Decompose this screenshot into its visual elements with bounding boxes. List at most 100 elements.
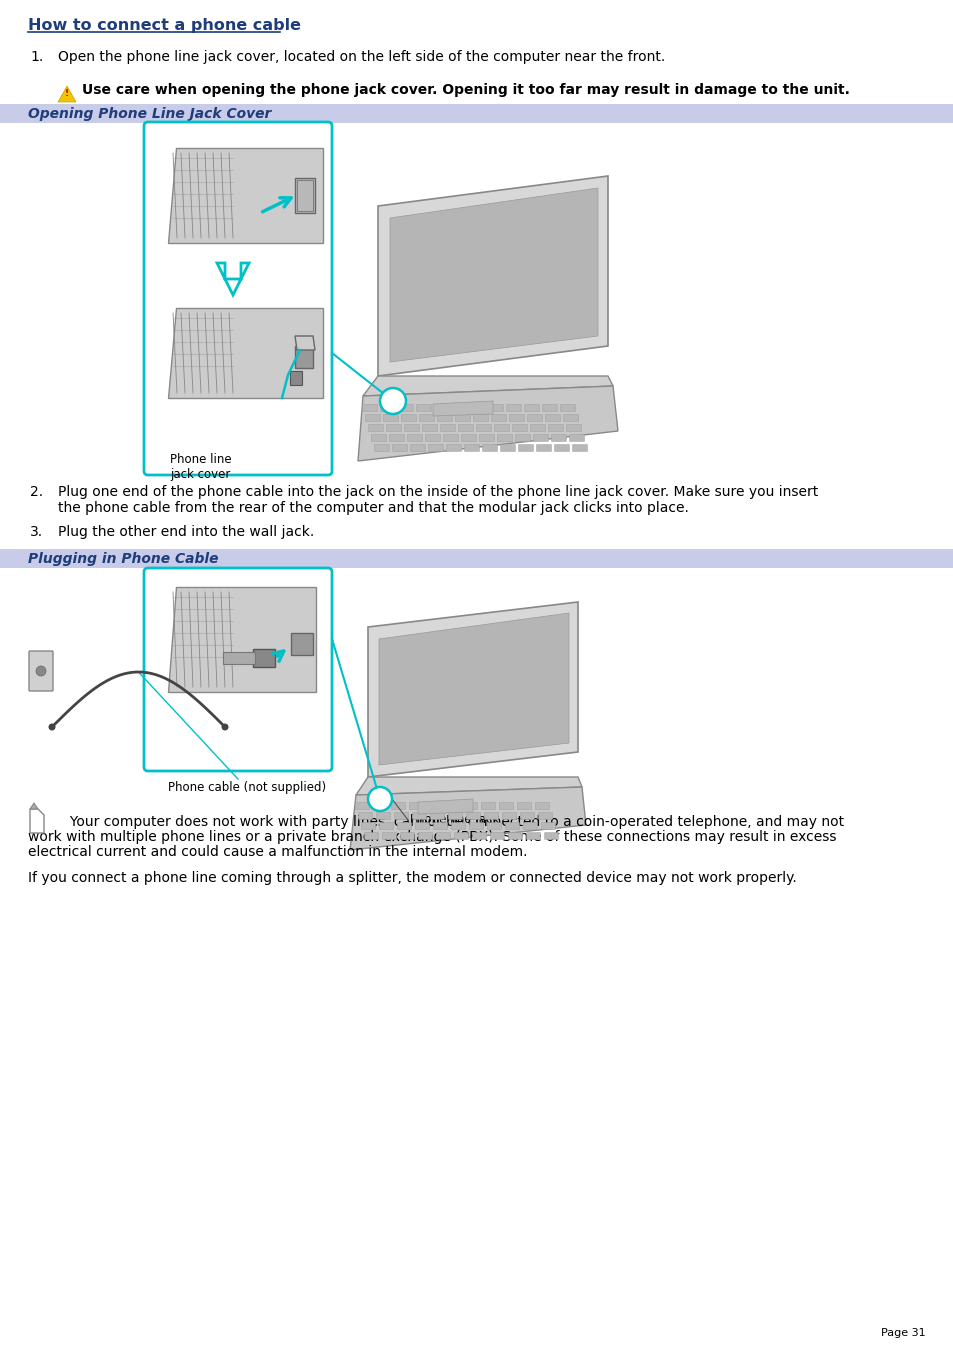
FancyBboxPatch shape — [294, 346, 313, 367]
FancyBboxPatch shape — [545, 415, 560, 422]
FancyBboxPatch shape — [499, 802, 513, 809]
FancyBboxPatch shape — [397, 823, 411, 830]
FancyBboxPatch shape — [544, 832, 558, 839]
FancyBboxPatch shape — [470, 404, 485, 412]
FancyBboxPatch shape — [375, 444, 389, 451]
FancyBboxPatch shape — [479, 435, 494, 442]
FancyBboxPatch shape — [389, 435, 404, 442]
FancyBboxPatch shape — [428, 444, 443, 451]
FancyBboxPatch shape — [0, 104, 953, 123]
FancyBboxPatch shape — [452, 404, 467, 412]
FancyBboxPatch shape — [572, 444, 587, 451]
FancyBboxPatch shape — [379, 823, 393, 830]
FancyBboxPatch shape — [401, 415, 416, 422]
FancyBboxPatch shape — [512, 424, 527, 431]
FancyBboxPatch shape — [416, 823, 429, 830]
Polygon shape — [368, 603, 578, 777]
FancyBboxPatch shape — [505, 823, 519, 830]
FancyBboxPatch shape — [535, 802, 549, 809]
Polygon shape — [294, 336, 314, 350]
Polygon shape — [350, 788, 585, 850]
Text: Opening Phone Line Jack Cover: Opening Phone Line Jack Cover — [28, 107, 271, 122]
Text: electrical current and could cause a malfunction in the internal modem.: electrical current and could cause a mal… — [28, 844, 527, 859]
FancyBboxPatch shape — [517, 802, 531, 809]
FancyBboxPatch shape — [383, 415, 398, 422]
FancyBboxPatch shape — [364, 832, 378, 839]
FancyBboxPatch shape — [466, 812, 480, 820]
FancyBboxPatch shape — [376, 812, 390, 820]
Polygon shape — [355, 777, 581, 794]
FancyBboxPatch shape — [404, 424, 419, 431]
FancyBboxPatch shape — [484, 812, 498, 820]
Text: Page 31: Page 31 — [881, 1328, 925, 1337]
FancyBboxPatch shape — [409, 802, 423, 809]
FancyBboxPatch shape — [490, 832, 504, 839]
FancyBboxPatch shape — [425, 435, 440, 442]
FancyBboxPatch shape — [455, 415, 470, 422]
FancyBboxPatch shape — [419, 415, 434, 422]
Text: !: ! — [65, 89, 69, 99]
Text: Phone line jack: Phone line jack — [410, 813, 498, 827]
FancyBboxPatch shape — [508, 832, 522, 839]
FancyBboxPatch shape — [436, 832, 450, 839]
Text: 3.: 3. — [30, 526, 43, 539]
FancyBboxPatch shape — [380, 404, 395, 412]
FancyBboxPatch shape — [400, 832, 414, 839]
Polygon shape — [433, 401, 493, 416]
FancyBboxPatch shape — [446, 444, 461, 451]
FancyBboxPatch shape — [566, 424, 581, 431]
FancyBboxPatch shape — [392, 444, 407, 451]
FancyBboxPatch shape — [541, 823, 555, 830]
Polygon shape — [357, 386, 618, 461]
FancyBboxPatch shape — [355, 802, 369, 809]
Text: Plug the other end into the wall jack.: Plug the other end into the wall jack. — [58, 526, 314, 539]
FancyBboxPatch shape — [253, 648, 274, 667]
FancyBboxPatch shape — [398, 404, 413, 412]
FancyBboxPatch shape — [291, 634, 313, 655]
Polygon shape — [216, 263, 249, 295]
FancyBboxPatch shape — [542, 404, 557, 412]
FancyBboxPatch shape — [563, 415, 578, 422]
FancyBboxPatch shape — [382, 832, 396, 839]
Text: Phone line
jack cover: Phone line jack cover — [170, 453, 232, 481]
FancyBboxPatch shape — [410, 444, 425, 451]
Text: the phone cable from the rear of the computer and that the modular jack clicks i: the phone cable from the rear of the com… — [58, 501, 688, 515]
FancyBboxPatch shape — [494, 424, 509, 431]
FancyBboxPatch shape — [560, 404, 575, 412]
FancyBboxPatch shape — [433, 823, 447, 830]
FancyBboxPatch shape — [358, 812, 372, 820]
Text: work with multiple phone lines or a private branch exchange (PBX). Some of these: work with multiple phone lines or a priv… — [28, 830, 836, 844]
FancyBboxPatch shape — [500, 444, 515, 451]
FancyBboxPatch shape — [491, 415, 506, 422]
Text: If you connect a phone line coming through a splitter, the modem or connected de: If you connect a phone line coming throu… — [28, 871, 796, 885]
FancyBboxPatch shape — [488, 404, 503, 412]
FancyBboxPatch shape — [374, 802, 387, 809]
FancyBboxPatch shape — [407, 435, 422, 442]
Circle shape — [368, 788, 392, 811]
Polygon shape — [30, 802, 38, 809]
FancyBboxPatch shape — [487, 823, 501, 830]
FancyBboxPatch shape — [362, 404, 377, 412]
FancyBboxPatch shape — [518, 444, 533, 451]
Text: Plugging in Phone Cable: Plugging in Phone Cable — [28, 553, 218, 566]
FancyBboxPatch shape — [481, 802, 495, 809]
FancyBboxPatch shape — [386, 424, 401, 431]
FancyBboxPatch shape — [554, 444, 569, 451]
FancyBboxPatch shape — [548, 424, 563, 431]
FancyBboxPatch shape — [569, 435, 584, 442]
Text: 1.: 1. — [30, 50, 43, 63]
Polygon shape — [168, 586, 315, 692]
FancyBboxPatch shape — [223, 653, 254, 663]
FancyBboxPatch shape — [515, 435, 530, 442]
FancyBboxPatch shape — [448, 812, 462, 820]
FancyBboxPatch shape — [391, 802, 405, 809]
FancyBboxPatch shape — [368, 424, 383, 431]
Polygon shape — [417, 798, 473, 815]
FancyBboxPatch shape — [458, 424, 473, 431]
FancyBboxPatch shape — [526, 832, 540, 839]
Polygon shape — [58, 86, 76, 101]
FancyBboxPatch shape — [533, 435, 548, 442]
FancyBboxPatch shape — [482, 444, 497, 451]
Text: Your computer does not work with party lines, cannot be connected to a coin-oper: Your computer does not work with party l… — [48, 815, 843, 830]
FancyBboxPatch shape — [412, 812, 426, 820]
